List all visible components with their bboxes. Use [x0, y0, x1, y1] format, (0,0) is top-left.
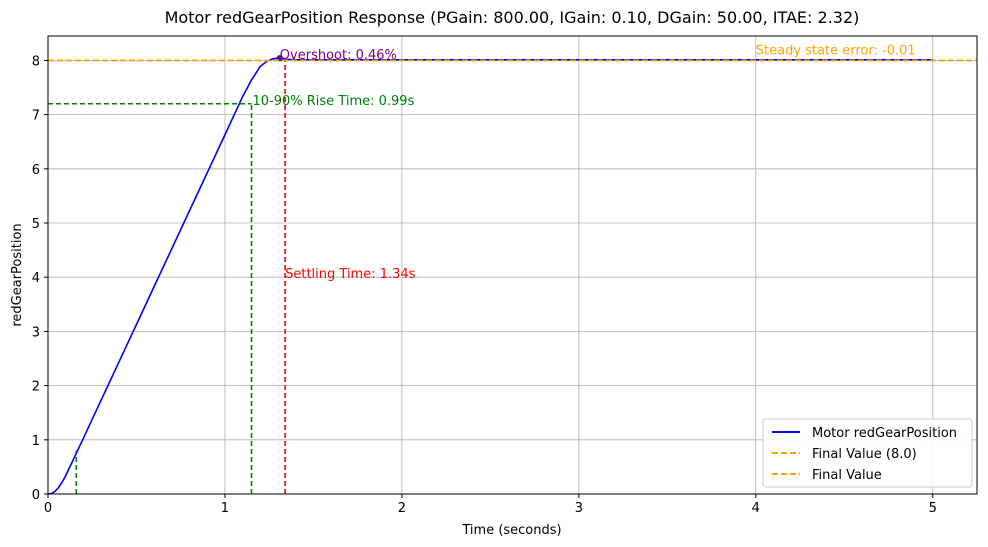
y-axis-label: redGearPosition	[10, 223, 25, 326]
series-line-0	[47, 57, 933, 495]
y-tick-label: 6	[32, 163, 40, 178]
y-tick-label: 3	[32, 325, 40, 340]
series-lines	[47, 57, 977, 495]
y-tick-label: 7	[32, 109, 40, 124]
overshoot-annotation: Overshoot: 0.46%	[280, 48, 397, 63]
chart-title: Motor redGearPosition Response (PGain: 8…	[165, 8, 860, 27]
legend-label-motor: Motor redGearPosition	[812, 426, 957, 441]
axis-ticks: 0 1 2 3 4 5 0 1 2 3 4 5 6 7 8	[32, 54, 937, 516]
legend: Motor redGearPosition Final Value (8.0) …	[762, 418, 973, 488]
plot-frame	[47, 35, 978, 495]
x-tick-label: 1	[221, 501, 229, 516]
x-tick-label: 4	[752, 501, 760, 516]
y-tick-label: 5	[32, 217, 40, 232]
y-tick-label: 4	[32, 271, 40, 286]
settling-time-annotation: Settling Time: 1.34s	[285, 267, 416, 282]
x-tick-label: 3	[575, 501, 583, 516]
legend-label-final-value-8: Final Value (8.0)	[812, 447, 917, 462]
x-axis-label: Time (seconds)	[461, 523, 561, 538]
annotation-labels: 10-90% Rise Time: 0.99s Settling Time: 1.…	[252, 43, 915, 282]
y-tick-label: 8	[32, 54, 40, 69]
y-tick-label: 0	[32, 488, 40, 503]
x-tick-label: 5	[929, 501, 937, 516]
x-tick-label: 2	[398, 501, 406, 516]
legend-label-final-value: Final Value	[812, 468, 882, 483]
y-tick-label: 2	[32, 380, 40, 395]
y-tick-label: 1	[32, 434, 40, 449]
legend-box	[762, 418, 973, 488]
annotation-markers	[48, 55, 286, 494]
steady-state-annotation: Steady state error: -0.01	[756, 43, 916, 58]
grid-lines	[47, 36, 977, 495]
x-tick-label: 0	[44, 501, 52, 516]
rise-time-annotation: 10-90% Rise Time: 0.99s	[252, 94, 414, 109]
